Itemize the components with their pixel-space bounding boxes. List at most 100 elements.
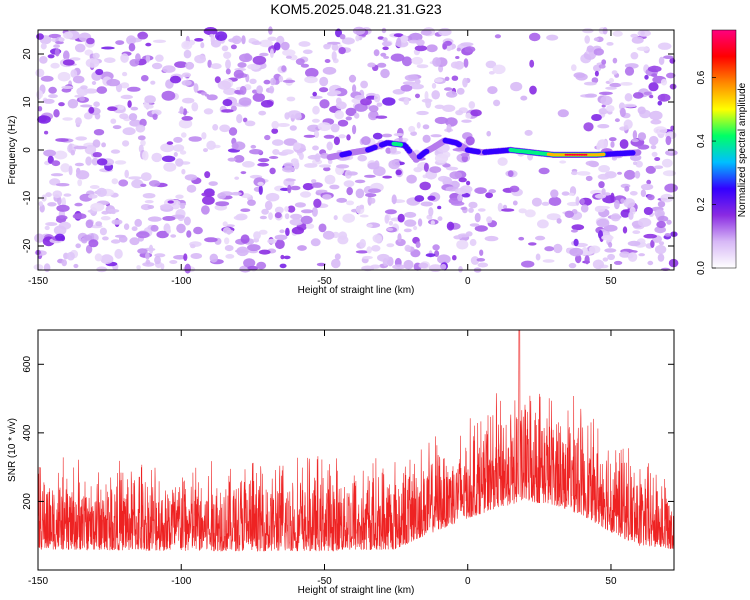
noise-blob (486, 216, 493, 224)
noise-blob (75, 117, 82, 126)
noise-blob (181, 116, 193, 121)
noise-blob (236, 246, 249, 257)
noise-blob (381, 41, 392, 47)
noise-blob (79, 96, 85, 102)
noise-blob (274, 234, 288, 241)
noise-blob (512, 200, 518, 206)
noise-blob (247, 199, 256, 206)
noise-blob (204, 237, 218, 243)
noise-blob (129, 237, 140, 246)
noise-blob (144, 95, 156, 104)
noise-blob (140, 183, 147, 187)
noise-blob (580, 198, 585, 205)
noise-blob (122, 140, 130, 147)
noise-blob (408, 32, 423, 42)
noise-blob (368, 105, 379, 113)
signal-point (634, 149, 642, 156)
noise-blob (111, 210, 116, 215)
noise-blob (269, 167, 276, 175)
signal-point (573, 153, 576, 156)
noise-blob (329, 184, 340, 190)
noise-blob (228, 127, 238, 136)
noise-blob (114, 248, 123, 259)
noise-blob (609, 137, 617, 142)
noise-blob (556, 218, 562, 224)
noise-blob (311, 206, 318, 217)
noise-blob (61, 259, 67, 267)
noise-blob (85, 219, 94, 229)
noise-blob (115, 40, 125, 45)
noise-blob (173, 254, 187, 260)
noise-blob (256, 261, 267, 270)
noise-blob (397, 213, 405, 223)
noise-blob (267, 36, 277, 41)
noise-blob (289, 218, 304, 226)
noise-blob (404, 74, 419, 82)
noise-blob (63, 31, 74, 39)
noise-blob (170, 234, 177, 238)
noise-blob (68, 165, 73, 176)
noise-blob (643, 91, 652, 96)
noise-blob (446, 91, 458, 98)
noise-blob (424, 91, 429, 101)
noise-blob (88, 239, 99, 248)
noise-blob (140, 172, 152, 182)
noise-blob (93, 101, 100, 107)
noise-blob (385, 147, 392, 154)
noise-blob (355, 35, 360, 42)
noise-blob (546, 34, 559, 41)
noise-blob (635, 160, 643, 168)
noise-blob (624, 93, 633, 102)
noise-blob (154, 255, 161, 265)
noise-blob (336, 197, 348, 203)
noise-blob (135, 124, 146, 133)
noise-blob (230, 191, 242, 196)
noise-blob (322, 230, 335, 240)
noise-blob (401, 56, 413, 67)
noise-blob (406, 174, 417, 184)
noise-blob (423, 162, 429, 172)
noise-blob (631, 138, 639, 143)
noise-blob (309, 95, 323, 100)
noise-blob (127, 100, 132, 108)
noise-blob (386, 227, 394, 231)
noise-blob (55, 41, 64, 45)
noise-blob (434, 153, 449, 164)
noise-blob (607, 253, 615, 261)
noise-blob (377, 253, 390, 262)
noise-blob (647, 260, 654, 266)
noise-blob (658, 241, 665, 246)
noise-blob (186, 184, 197, 193)
spectrogram-y-tick-label: 0 (22, 147, 33, 153)
noise-blob (312, 145, 319, 151)
noise-blob (203, 108, 214, 115)
signal-point (475, 149, 481, 155)
noise-blob (311, 182, 323, 188)
spectrogram-x-tick-label: -100 (171, 276, 191, 287)
noise-blob (377, 36, 384, 40)
noise-blob (221, 109, 234, 113)
snr-y-tick-label: 200 (22, 493, 33, 510)
noise-blob (474, 225, 488, 232)
noise-blob (456, 47, 461, 52)
signal-point (629, 150, 636, 156)
noise-blob (190, 244, 196, 249)
noise-blob (404, 219, 417, 227)
noise-blob (654, 157, 661, 161)
noise-blob (283, 255, 291, 260)
noise-blob (80, 104, 93, 108)
noise-blob (85, 58, 100, 68)
noise-blob (278, 75, 284, 83)
noise-blob (300, 215, 313, 225)
noise-blob (604, 248, 617, 253)
noise-blob (126, 35, 137, 45)
noise-blob (402, 81, 416, 85)
noise-blob (432, 244, 440, 251)
noise-blob (382, 46, 389, 51)
noise-blob (553, 243, 563, 254)
noise-blob (181, 168, 186, 175)
noise-blob (130, 106, 139, 111)
noise-blob (469, 238, 477, 247)
noise-blob (596, 218, 610, 228)
colorbar-tick-label: 0.2 (696, 197, 707, 211)
